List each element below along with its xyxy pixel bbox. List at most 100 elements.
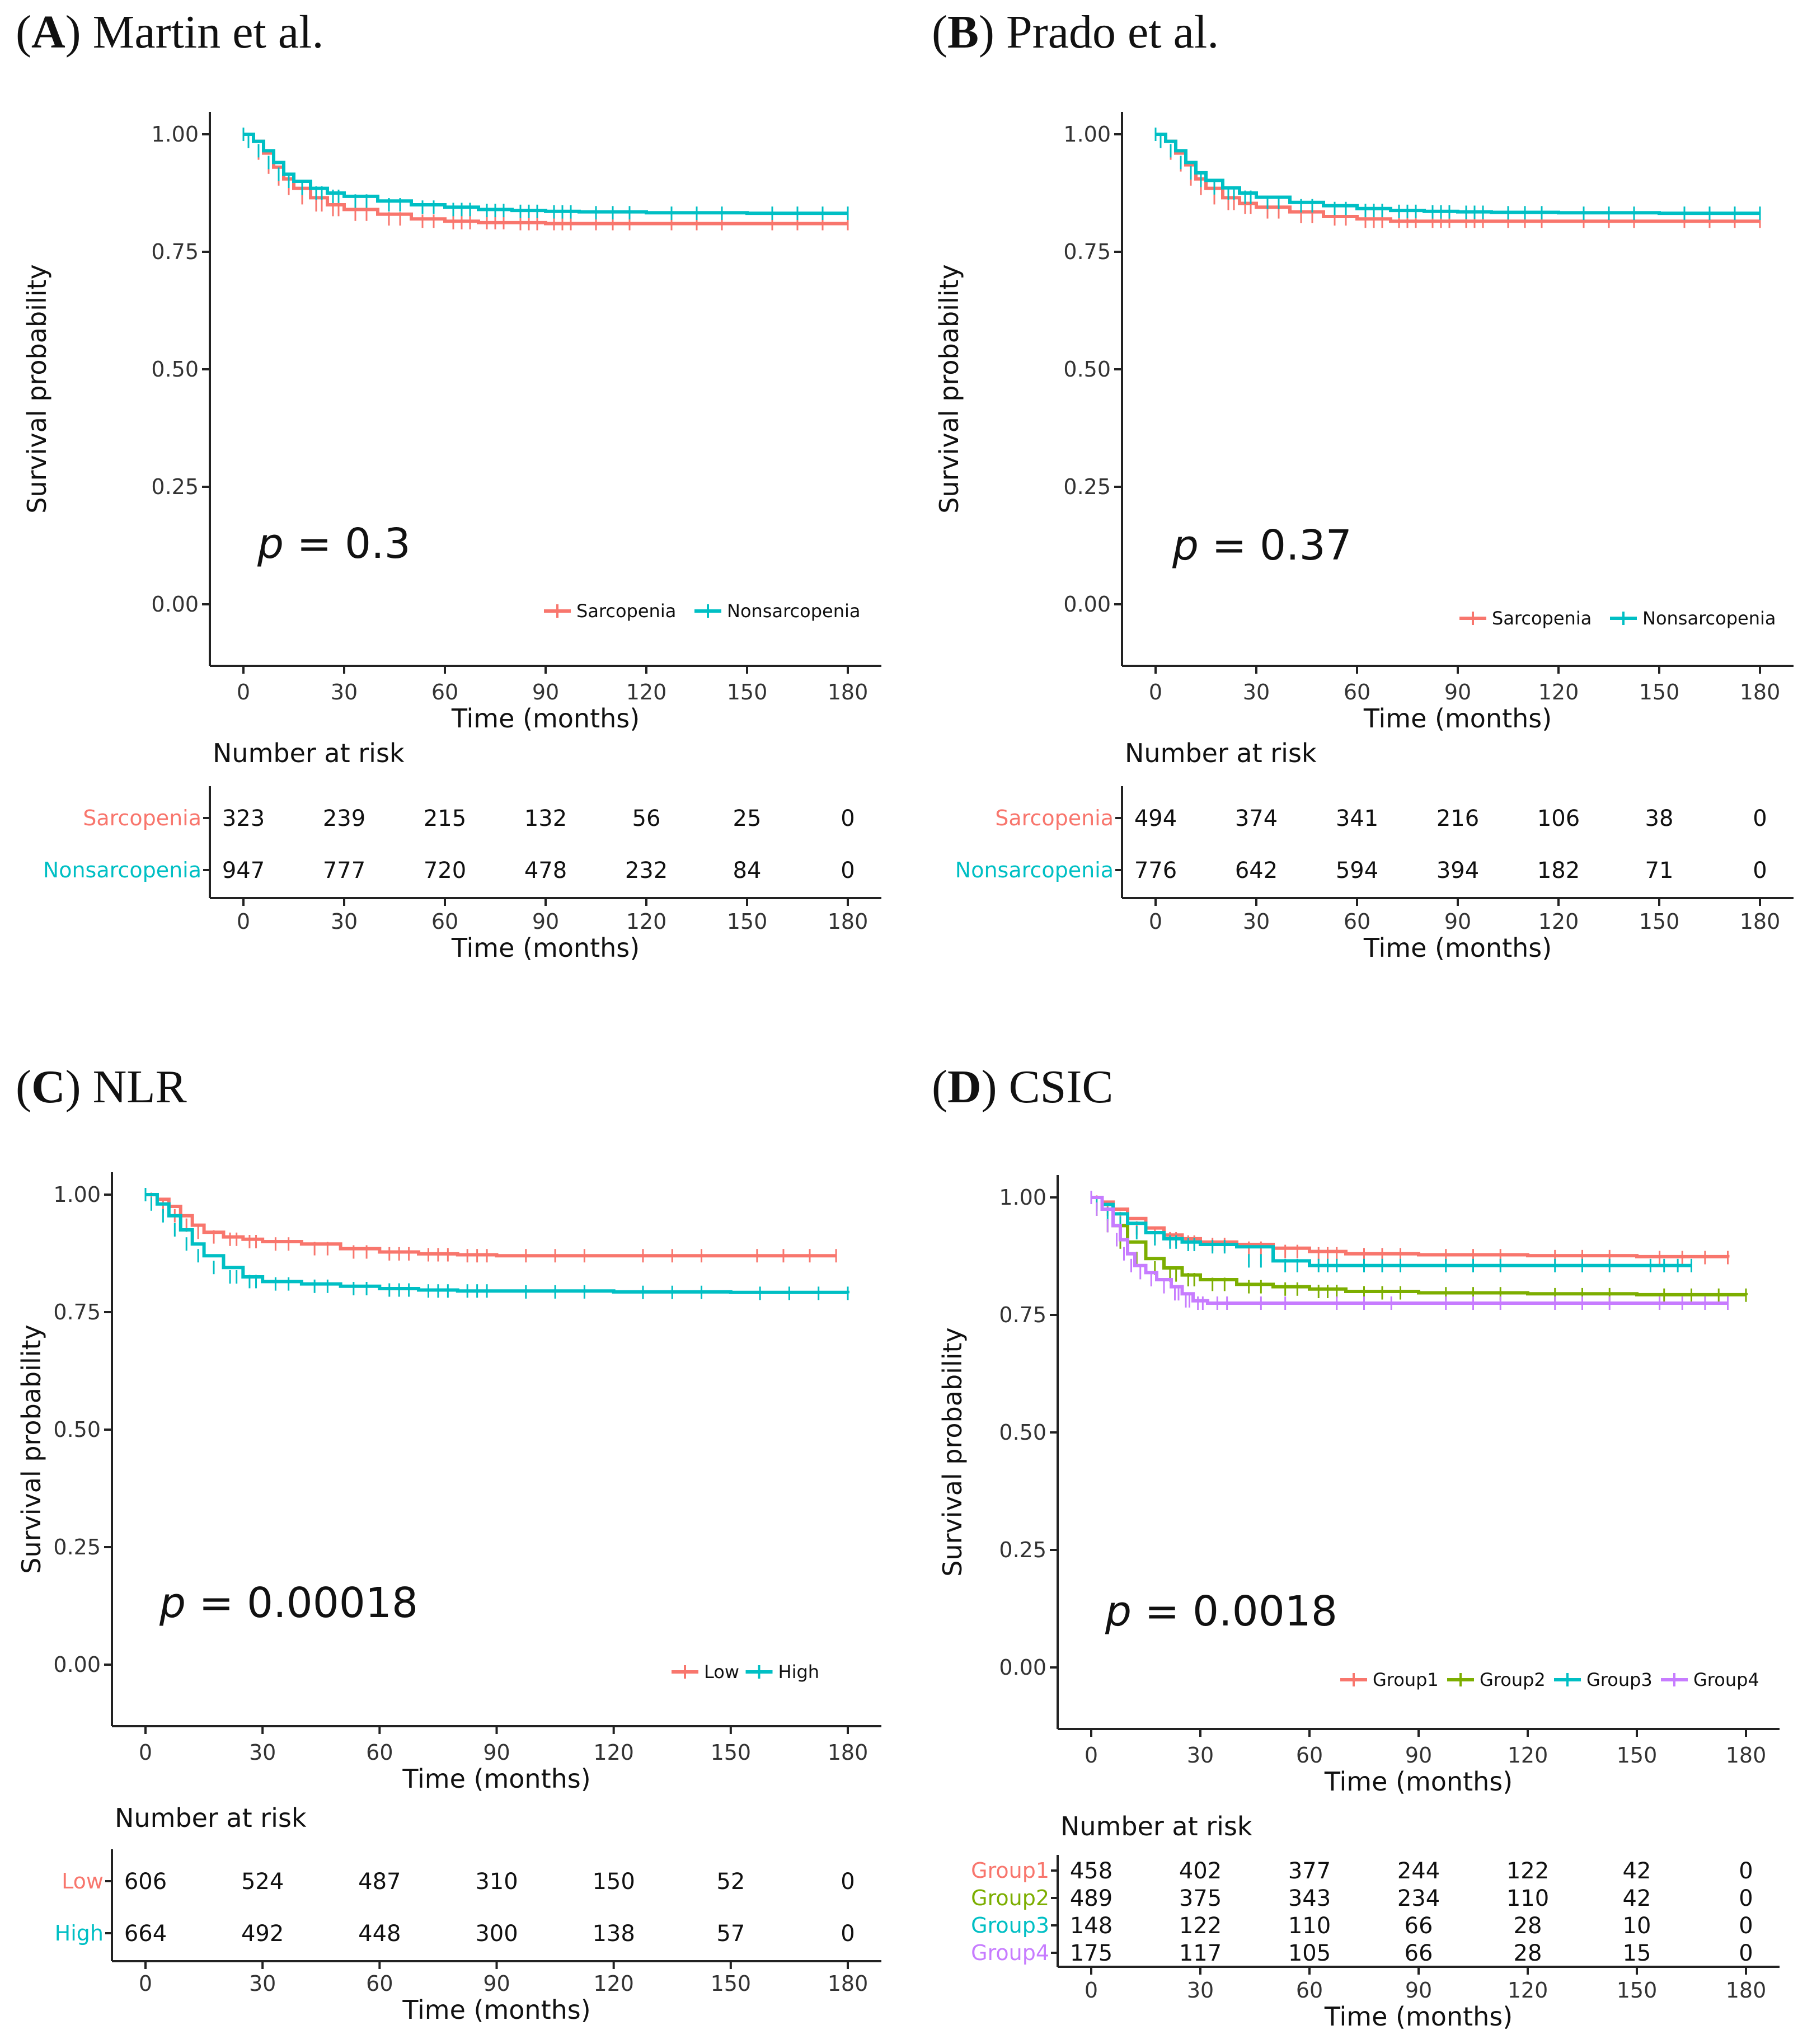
risk-cell: 57 [716, 1921, 745, 1947]
panel-title-text: CSIC [1009, 1061, 1114, 1113]
risk-x-tick-label: 0 [139, 1971, 152, 1996]
y-tick-label: 0.50 [53, 1417, 101, 1442]
panel-title: (B) Prado et al. [932, 6, 1219, 58]
risk-cell: 105 [1288, 1940, 1331, 1966]
y-tick-label: 0.75 [1063, 239, 1111, 264]
risk-x-tick-label: 150 [711, 1971, 752, 1996]
risk-cell: 150 [592, 1869, 635, 1895]
risk-x-tick-label: 150 [1617, 1978, 1658, 2003]
p-symbol: p [159, 1579, 186, 1627]
risk-cell: 232 [625, 858, 668, 884]
legend-item-group2: Group2 [1447, 1669, 1546, 1690]
risk-cell: 239 [323, 806, 365, 831]
curve-high [145, 1193, 849, 1294]
legend-item-nonsarcopenia: Nonsarcopenia [1610, 608, 1776, 629]
p-value-text: = 0.0018 [1132, 1587, 1337, 1636]
risk-cell: 56 [632, 806, 661, 831]
x-tick-label: 60 [366, 1740, 393, 1765]
legend-label: Nonsarcopenia [1642, 608, 1776, 629]
curve-nonsarcopenia [1156, 133, 1760, 215]
p-value-text: = 0.00018 [186, 1579, 418, 1627]
risk-x-tick-label: 0 [1085, 1978, 1098, 2003]
y-tick-label: 0.50 [151, 357, 199, 382]
risk-cell: 374 [1235, 806, 1278, 831]
legend-item-high: High [745, 1661, 819, 1683]
risk-x-axis-title: Time (months) [402, 1995, 590, 2025]
p-value-text: = 0.3 [284, 520, 411, 568]
x-tick-label: 120 [1538, 680, 1579, 704]
curve-group4 [1091, 1196, 1728, 1305]
x-tick-label: 120 [1508, 1743, 1548, 1768]
censor-marks-low [144, 1188, 837, 1263]
x-tick-label: 150 [711, 1740, 752, 1765]
risk-row-label: Group1 [971, 1858, 1049, 1883]
risk-x-tick-label: 180 [828, 909, 869, 934]
x-tick-label: 180 [1726, 1743, 1767, 1768]
risk-row-label: Group4 [971, 1940, 1049, 1965]
risk-x-tick-label: 180 [828, 1971, 869, 1996]
risk-x-tick-label: 0 [1149, 909, 1162, 934]
y-tick-label: 0.25 [999, 1538, 1046, 1562]
x-tick-label: 30 [249, 1740, 276, 1765]
p-value-text: = 0.37 [1199, 521, 1352, 570]
x-tick-label: 90 [1405, 1743, 1432, 1768]
p-value: p = 0.00018 [159, 1579, 418, 1627]
panel-letter: B [947, 6, 979, 58]
risk-cell: 341 [1336, 806, 1378, 831]
y-tick-label: 0.75 [151, 239, 199, 264]
censor-marks-group2 [1090, 1191, 1747, 1302]
y-tick-label: 0.25 [1063, 474, 1111, 499]
curve-group1 [1091, 1196, 1730, 1258]
risk-cell: 0 [1739, 1913, 1753, 1939]
x-axis-title: Time (months) [1363, 703, 1552, 734]
risk-cell: 494 [1134, 806, 1177, 831]
risk-cell: 38 [1645, 806, 1674, 831]
risk-cell: 244 [1397, 1858, 1440, 1884]
curve-nonsarcopenia [243, 133, 848, 215]
risk-cell: 478 [524, 858, 567, 884]
risk-cell: 216 [1437, 806, 1479, 831]
legend-label: Group4 [1693, 1669, 1759, 1690]
risk-cell: 776 [1134, 858, 1177, 884]
censor-marks-group4 [1090, 1191, 1729, 1310]
x-tick-label: 180 [1740, 680, 1781, 704]
curve-low [145, 1193, 837, 1258]
risk-x-tick-label: 120 [1508, 1978, 1548, 2003]
y-tick-label: 1.00 [151, 122, 199, 147]
risk-x-tick-label: 30 [249, 1971, 276, 1996]
risk-table-title: Number at risk [213, 738, 405, 768]
x-tick-label: 30 [1187, 1743, 1214, 1768]
legend-item-low: Low [672, 1661, 739, 1683]
risk-cell: 25 [733, 806, 762, 831]
risk-cell: 15 [1623, 1940, 1651, 1966]
risk-cell: 489 [1070, 1886, 1112, 1911]
risk-x-tick-label: 150 [727, 909, 768, 934]
p-value: p = 0.0018 [1105, 1587, 1337, 1636]
risk-cell: 148 [1070, 1913, 1112, 1939]
y-axis-title: Survival probability [937, 1327, 968, 1577]
panel-title-text: Martin et al. [93, 6, 324, 58]
risk-row-label: High [55, 1921, 104, 1946]
risk-cell: 138 [592, 1921, 635, 1947]
risk-row-label: Sarcopenia [83, 806, 201, 830]
curve-sarcopenia [1156, 133, 1760, 223]
risk-cell: 448 [358, 1921, 401, 1947]
risk-x-tick-label: 30 [331, 909, 358, 934]
x-tick-label: 60 [431, 680, 458, 704]
risk-row-label: Group2 [971, 1886, 1049, 1910]
legend-item-group4: Group4 [1661, 1669, 1759, 1690]
x-axis-title: Time (months) [1324, 1766, 1513, 1797]
legend-item-sarcopenia: Sarcopenia [1459, 608, 1592, 629]
risk-cell: 28 [1514, 1940, 1542, 1966]
risk-x-tick-label: 30 [1243, 909, 1270, 934]
risk-cell: 84 [733, 858, 762, 884]
risk-cell: 947 [222, 858, 265, 884]
risk-cell: 375 [1179, 1886, 1222, 1911]
panel-b: (B) Prado et al. 0.00 0.25 0.50 0.75 1.00 0 30 6… [932, 6, 1794, 963]
risk-x-axis-title: Time (months) [451, 933, 640, 963]
risk-cell: 42 [1623, 1858, 1651, 1884]
legend-label: Low [704, 1661, 739, 1683]
risk-x-tick-label: 60 [1296, 1978, 1323, 2003]
risk-table: Number at risk Sarcopenia 323 239 215 132 56 25… [43, 738, 881, 963]
p-symbol: p [1172, 521, 1199, 570]
